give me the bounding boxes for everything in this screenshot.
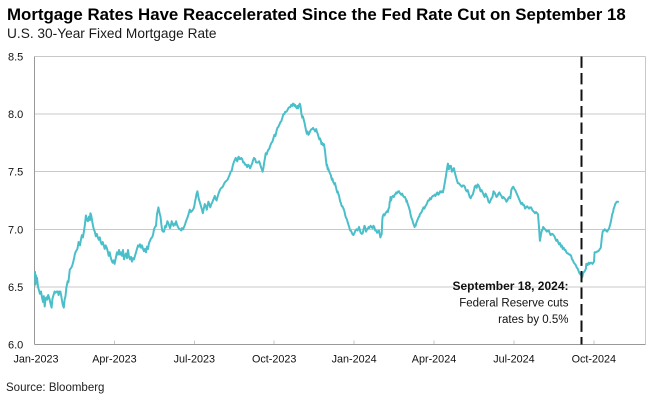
svg-text:6.5: 6.5 bbox=[8, 282, 23, 294]
svg-text:Jul-2024: Jul-2024 bbox=[493, 354, 534, 366]
svg-text:8.0: 8.0 bbox=[8, 109, 23, 121]
svg-text:7.5: 7.5 bbox=[8, 167, 23, 179]
svg-text:Oct-2024: Oct-2024 bbox=[572, 354, 616, 366]
svg-text:Jul-2023: Jul-2023 bbox=[174, 354, 215, 366]
svg-text:Apr-2023: Apr-2023 bbox=[92, 354, 136, 366]
svg-text:Apr-2024: Apr-2024 bbox=[412, 354, 456, 366]
svg-text:8.5: 8.5 bbox=[8, 52, 23, 64]
svg-text:rates by 0.5%: rates by 0.5% bbox=[498, 314, 568, 326]
svg-text:6.0: 6.0 bbox=[8, 340, 23, 352]
svg-text:Federal Reserve cuts: Federal Reserve cuts bbox=[459, 298, 569, 310]
svg-text:Jan-2023: Jan-2023 bbox=[13, 354, 58, 366]
svg-text:Oct-2023: Oct-2023 bbox=[252, 354, 296, 366]
svg-text:September 18, 2024:: September 18, 2024: bbox=[452, 279, 568, 293]
svg-text:7.0: 7.0 bbox=[8, 224, 23, 236]
svg-text:Jan-2024: Jan-2024 bbox=[332, 354, 377, 366]
